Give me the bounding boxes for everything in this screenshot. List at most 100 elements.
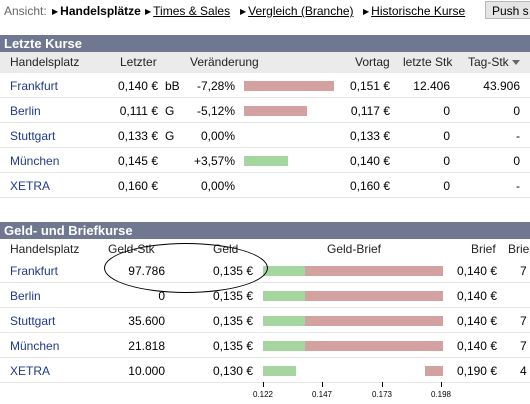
place-link[interactable]: Frankfurt <box>10 264 59 278</box>
bid-price: 0,135 € <box>212 314 253 328</box>
change-percent: 0,00% <box>200 179 235 193</box>
table-row: XETRA 0,160 € 0,00% 0,160 € 0 - <box>0 174 530 198</box>
ask-bar <box>305 266 443 276</box>
table-row: Frankfurt 97.786 0,135 € 0,140 € 7 <box>0 259 530 283</box>
arrow-right-icon: ▶ <box>240 7 247 16</box>
ask-bar <box>305 316 443 326</box>
change-percent: +3,57% <box>193 154 235 168</box>
col-brief[interactable]: Brief <box>471 242 496 256</box>
bid-qty: 97.786 <box>128 264 165 278</box>
place-link[interactable]: München <box>10 339 60 353</box>
col-handelsplatz[interactable]: Handelsplatz <box>10 55 80 69</box>
change-bar-negative <box>244 106 307 116</box>
arrow-right-icon: ▶ <box>145 7 152 16</box>
bid-price: 0,130 € <box>212 364 253 378</box>
prev-price: 0,151 € <box>349 79 390 93</box>
last-qty: 0 <box>443 129 450 143</box>
trade-flag: G <box>165 129 175 143</box>
bid-qty: 0 <box>158 289 165 303</box>
last-qty: 0 <box>443 154 450 168</box>
last-price: 0,160 € <box>117 179 158 193</box>
prev-price: 0,140 € <box>349 154 390 168</box>
day-qty: - <box>516 129 520 143</box>
place-link[interactable]: München <box>10 154 60 168</box>
change-percent: -5,12% <box>196 104 235 118</box>
axis-tick-label: 0.147 <box>311 390 333 399</box>
trade-flag: G <box>165 104 175 118</box>
place-link[interactable]: Stuttgart <box>10 314 56 328</box>
table-row: Stuttgart 0,133 € G 0,00% 0,133 € 0 - <box>0 124 530 148</box>
col-vortag[interactable]: Vortag <box>355 55 390 69</box>
sort-down-icon <box>511 60 520 65</box>
ask-price: 0,190 € <box>456 364 497 378</box>
change-percent: 0,00% <box>200 129 235 143</box>
bid-price: 0,135 € <box>212 339 253 353</box>
place-link[interactable]: XETRA <box>10 364 51 378</box>
letzte-kurse-header: Handelsplatz Letzter Veränderung Vortag … <box>0 52 530 73</box>
day-qty: - <box>516 179 520 193</box>
view-nav: Ansicht: ▶ Handelsplätze ▶ Times & Sales ▶… <box>0 0 530 22</box>
bid-bar <box>263 266 307 276</box>
table-row: Berlin 0 0,135 € 0,140 € <box>0 284 530 308</box>
arrow-right-icon: ▶ <box>52 7 59 16</box>
axis-tick <box>441 382 442 387</box>
place-link[interactable]: XETRA <box>10 179 51 193</box>
axis-tick <box>382 382 383 387</box>
col-letzter[interactable]: Letzter <box>120 55 157 69</box>
ask-qty: 7 <box>520 339 527 353</box>
place-link[interactable]: Berlin <box>10 104 41 118</box>
col-brief-stk[interactable]: Brie <box>508 242 530 256</box>
bid-bar <box>263 341 307 351</box>
col-tag-stk-label: Tag-Stk <box>468 55 509 69</box>
day-qty: 43.906 <box>483 79 520 93</box>
table-row: XETRA 10.000 0,130 € 0,190 € 4 <box>0 359 530 383</box>
last-qty: 0 <box>443 179 450 193</box>
axis-tick-label: 0.122 <box>252 390 274 399</box>
place-link[interactable]: Frankfurt <box>10 79 59 93</box>
bid-bar <box>263 366 296 376</box>
place-link[interactable]: Stuttgart <box>10 129 56 143</box>
col-geld[interactable]: Geld <box>213 242 239 256</box>
geld-brief-header: Handelsplatz Geld-Stk Geld Geld-Brief Br… <box>0 239 530 260</box>
table-row: München 21.818 0,135 € 0,140 € 7 <box>0 334 530 358</box>
place-link[interactable]: Berlin <box>10 289 41 303</box>
day-qty: 0 <box>513 104 520 118</box>
prev-price: 0,117 € <box>350 104 390 118</box>
bid-qty: 10.000 <box>128 364 165 378</box>
ask-price: 0,140 € <box>456 264 497 278</box>
ask-qty: 4 <box>520 364 527 378</box>
section-geld-brief: Geld- und Briefkurse <box>0 222 530 239</box>
last-qty: 12.406 <box>413 79 450 93</box>
push-button[interactable]: Push s <box>485 1 530 19</box>
nav-handelsplaetze[interactable]: ▶ Handelsplätze <box>52 4 141 18</box>
nav-vergleich[interactable]: ▶ Vergleich (Branche) <box>240 4 354 18</box>
ask-price: 0,140 € <box>456 289 497 303</box>
bid-price: 0,135 € <box>212 289 253 303</box>
prev-price: 0,160 € <box>349 179 390 193</box>
table-row: Frankfurt 0,140 € bB -7,28% 0,151 € 12.406 43.… <box>0 74 530 98</box>
bid-price: 0,135 € <box>212 264 253 278</box>
trade-flag: bB <box>165 79 180 93</box>
ask-bar <box>425 366 443 376</box>
col-veraenderung[interactable]: Veränderung <box>190 55 259 69</box>
axis-tick <box>322 382 323 387</box>
col-geld-brief[interactable]: Geld-Brief <box>327 242 382 256</box>
col-letzte-stk[interactable]: letzte Stk <box>403 55 453 69</box>
nav-historische-kurse[interactable]: ▶ Historische Kurse <box>363 4 466 18</box>
ask-qty: 7 <box>520 264 527 278</box>
last-price: 0,133 € <box>117 129 158 143</box>
nav-label: Ansicht: <box>4 4 47 18</box>
ask-price: 0,140 € <box>456 339 497 353</box>
last-price: 0,140 € <box>117 79 158 93</box>
col-geld-stk[interactable]: Geld-Stk <box>108 242 155 256</box>
col-gb-handelsplatz[interactable]: Handelsplatz <box>10 242 80 256</box>
col-tag-stk[interactable]: Tag-Stk <box>468 55 520 69</box>
ask-price: 0,140 € <box>456 314 497 328</box>
arrow-right-icon: ▶ <box>363 7 370 16</box>
day-qty: 0 <box>513 154 520 168</box>
prev-price: 0,133 € <box>349 129 390 143</box>
axis-tick <box>263 382 264 387</box>
axis-tick-label: 0.173 <box>371 390 393 399</box>
change-bar-positive <box>244 156 288 166</box>
nav-times-sales[interactable]: ▶ Times & Sales <box>145 4 231 18</box>
